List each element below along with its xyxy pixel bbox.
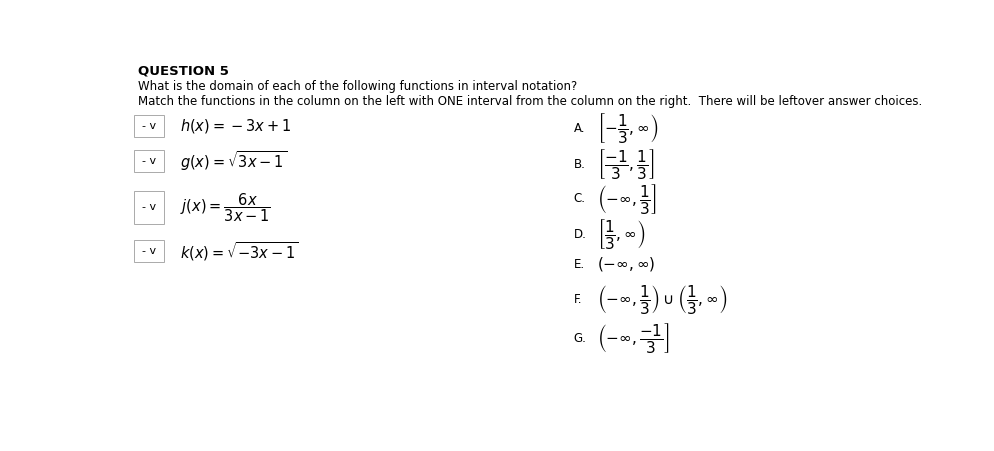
Text: $g(x)=\sqrt{3x-1}$: $g(x)=\sqrt{3x-1}$: [180, 149, 287, 173]
Text: $j(x)=\dfrac{6x}{3x-1}$: $j(x)=\dfrac{6x}{3x-1}$: [180, 191, 270, 224]
Text: B.: B.: [574, 158, 585, 171]
FancyBboxPatch shape: [134, 115, 164, 137]
Text: - v: - v: [142, 202, 156, 212]
Text: $h(x) = -3x+1$: $h(x) = -3x+1$: [180, 117, 291, 135]
Text: QUESTION 5: QUESTION 5: [138, 64, 229, 77]
Text: $\left(-\infty,\dfrac{1}{3}\right]$: $\left(-\infty,\dfrac{1}{3}\right]$: [596, 182, 656, 216]
Text: $\left[\dfrac{1}{3},\infty\right)$: $\left[\dfrac{1}{3},\infty\right)$: [596, 217, 645, 251]
Text: - v: - v: [142, 246, 156, 256]
Text: $\left[\dfrac{-1}{3},\dfrac{1}{3}\right]$: $\left[\dfrac{-1}{3},\dfrac{1}{3}\right]…: [596, 147, 654, 181]
Text: - v: - v: [142, 121, 156, 131]
Text: $(-\infty,\infty)$: $(-\infty,\infty)$: [596, 255, 655, 273]
Text: Match the functions in the column on the left with ONE interval from the column : Match the functions in the column on the…: [138, 95, 921, 108]
Text: D.: D.: [574, 228, 586, 241]
Text: G.: G.: [574, 332, 586, 345]
Text: C.: C.: [574, 193, 585, 205]
Text: F.: F.: [574, 293, 581, 306]
FancyBboxPatch shape: [134, 240, 164, 262]
Text: A.: A.: [574, 121, 584, 134]
FancyBboxPatch shape: [134, 150, 164, 172]
FancyBboxPatch shape: [134, 191, 164, 224]
Text: $k(x)=\sqrt{-3x-1}$: $k(x)=\sqrt{-3x-1}$: [180, 240, 298, 262]
Text: $\left(-\infty,\dfrac{1}{3}\right)\cup\left(\dfrac{1}{3},\infty\right)$: $\left(-\infty,\dfrac{1}{3}\right)\cup\l…: [596, 283, 727, 316]
Text: $\left(-\infty,\dfrac{-1}{3}\right]$: $\left(-\infty,\dfrac{-1}{3}\right]$: [596, 321, 669, 355]
Text: What is the domain of each of the following functions in interval notation?: What is the domain of each of the follow…: [138, 79, 577, 92]
Text: - v: - v: [142, 156, 156, 166]
Text: $\left[-\dfrac{1}{3},\infty\right)$: $\left[-\dfrac{1}{3},\infty\right)$: [596, 111, 658, 145]
Text: E.: E.: [574, 258, 584, 271]
